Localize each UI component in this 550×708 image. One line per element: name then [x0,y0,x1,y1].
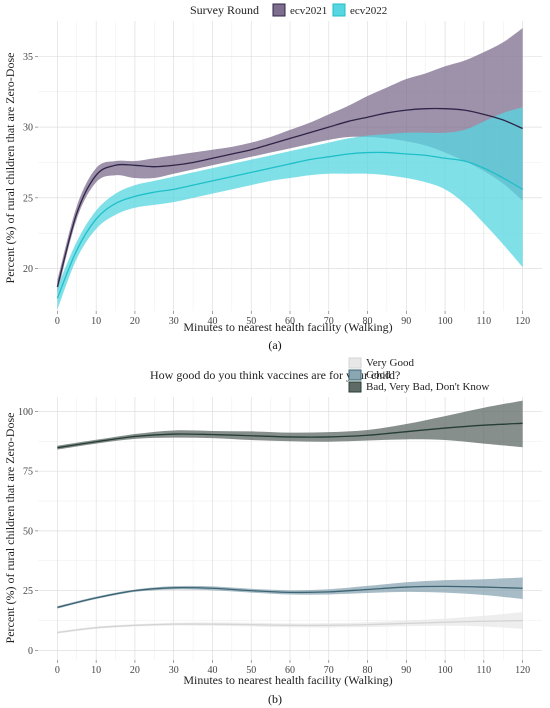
a-y-tick-label: 20 [23,264,33,275]
a-x-tick-label: 110 [477,316,492,327]
legend-a-swatch-ecv2021 [272,3,286,17]
legend-a-label-ecv2021: ecv2021 [290,5,327,17]
a-band-ecv2021 [57,28,523,293]
b-x-tick-label: 20 [130,665,140,676]
a-x-tick-label: 30 [169,316,179,327]
legend-b-swatch-bad [348,381,362,393]
b-x-tick-label: 50 [246,665,256,676]
a-x-tick-label: 120 [515,316,530,327]
a-x-tick-label: 90 [401,316,411,327]
y-axis-label-b: Percent (%) of rural children that are Z… [3,413,17,644]
b-band-bad-very-bad-don-t-know [57,400,523,450]
legend-b-label-very-good: Very Good [366,357,414,369]
x-axis-label-b: Minutes to nearest health facility (Walk… [183,673,392,687]
b-y-tick-label: 50 [23,526,33,537]
a-x-tick-label: 20 [130,316,140,327]
a-band-ecv2022 [57,107,523,310]
a-x-tick-label: 80 [363,316,373,327]
b-line-good [57,585,523,609]
b-x-tick-label: 80 [363,665,373,676]
panel-b: How good do you think vaccines are for y… [3,357,542,706]
b-y-tick-label: 100 [18,407,33,418]
a-line-ecv2022 [56,151,523,299]
b-line-very-good [57,619,523,634]
legend-b-title: How good do you think vaccines are for y… [150,368,400,382]
a-x-tick-label: 40 [207,316,217,327]
b-x-tick-label: 40 [207,665,217,676]
legend-a-title: Survey Round [190,3,259,17]
legend-b-swatch-good [348,369,362,381]
a-x-tick-label: 10 [91,316,101,327]
ticks-a: 0 10 20 30 40 50 60 70 80 90 100 110 120 20 25 30 35 [23,52,530,327]
panel-a: Survey Round ecv2021 ecv2022 0 10 20 30 40 50… [3,3,542,352]
a-x-tick-label: 60 [285,316,295,327]
a-y-tick-label: 30 [23,123,33,134]
a-line-ecv2021 [56,107,523,288]
b-x-tick-label: 120 [515,665,530,676]
a-y-tick-label: 25 [23,193,33,204]
b-x-tick-label: 70 [324,665,334,676]
a-x-tick-label: 50 [246,316,256,327]
bands-a [57,28,523,310]
lines-a [56,107,523,299]
legend-b-label-good: Good [366,369,391,381]
b-x-tick-label: 0 [55,665,60,676]
legend-b-label-bad: Bad, Very Bad, Don't Know [366,381,489,393]
lines-b [57,422,523,634]
b-x-tick-label: 10 [91,665,101,676]
b-y-tick-label: 25 [23,586,33,597]
b-x-tick-label: 90 [401,665,411,676]
panel-label-a: (a) [268,338,281,352]
b-y-tick-label: 0 [28,646,33,657]
b-x-tick-label: 30 [169,665,179,676]
x-axis-label-a: Minutes to nearest health facility (Walk… [183,320,392,334]
legend-a-swatch-ecv2022 [332,3,346,17]
b-line-bad-very-bad-don-t-know [57,422,523,449]
legend-b-swatch-very-good [348,357,362,369]
b-y-tick-label: 75 [23,467,33,478]
legend-a-label-ecv2022: ecv2022 [350,5,387,17]
b-x-tick-label: 110 [477,665,492,676]
b-x-tick-label: 100 [438,665,453,676]
y-axis-label-a: Percent (%) of rural children that are Z… [3,53,17,284]
a-x-tick-label: 0 [55,316,60,327]
panel-label-b: (b) [268,692,282,706]
a-y-tick-label: 35 [23,52,33,63]
b-x-tick-label: 60 [285,665,295,676]
b-band-good [57,577,523,609]
a-x-tick-label: 100 [438,316,453,327]
a-x-tick-label: 70 [324,316,334,327]
ticks-b: 0 10 20 30 40 50 60 70 80 90 100 110 120 0 25 50 75 100 [18,407,530,676]
